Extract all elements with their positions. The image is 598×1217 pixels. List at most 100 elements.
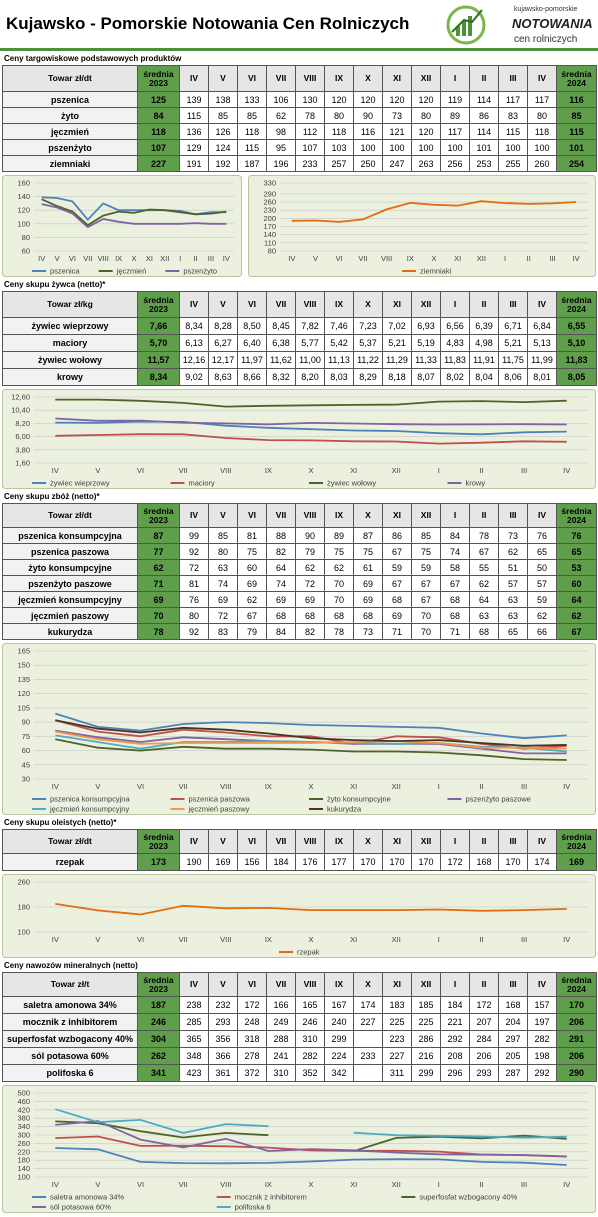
table-cell: 5,21 — [498, 334, 528, 352]
y-tick-label: 8,20 — [15, 419, 30, 428]
table-cell: 197 — [527, 1013, 557, 1031]
table-cell: 62 — [295, 559, 325, 576]
table-cell: 71 — [440, 623, 470, 640]
table-cell: 83 — [208, 623, 238, 640]
table-cell: kukurydza — [2, 623, 138, 640]
column-header: IX — [324, 291, 354, 318]
table-cell: 67 — [411, 575, 441, 592]
table-cell: 216 — [411, 1047, 441, 1065]
table-cell: 55 — [469, 559, 499, 576]
table-cell: 6,40 — [237, 334, 267, 352]
table-cell: 190 — [179, 853, 209, 871]
legend-label: krowy — [466, 479, 486, 488]
table-cell: 117 — [498, 91, 528, 108]
x-tick-label: I — [438, 935, 440, 944]
table-cell: 69 — [137, 591, 180, 608]
table-row: pszenżyto paszowe 71 81 74 69 74 72 70 69 67 67 67 6… — [2, 575, 597, 592]
table-cell: 8,02 — [440, 368, 470, 386]
x-tick-label: II — [527, 254, 531, 263]
table-cell: 8,29 — [353, 368, 383, 386]
table-cell: 78 — [137, 623, 180, 640]
table-cell: 120 — [324, 91, 354, 108]
table-cell: 11,62 — [266, 351, 296, 369]
x-tick-label: XII — [392, 782, 401, 791]
table-cell: 172 — [469, 996, 499, 1014]
x-tick-label: III — [521, 935, 527, 944]
column-header: VIII — [295, 972, 325, 997]
table-cell: 172 — [237, 996, 267, 1014]
x-tick-label: VI — [69, 254, 76, 263]
header-row: Towar zł/dt średnia 2023 IV V VI VII VIII IX X XI… — [2, 829, 597, 854]
column-header: średnia 2023 — [137, 503, 180, 528]
legend-label: polifoska 6 — [235, 1203, 271, 1212]
table-cell: 120 — [411, 91, 441, 108]
x-tick-label: II — [193, 254, 197, 263]
x-tick-label: VII — [179, 782, 188, 791]
table-cell: 11,00 — [295, 351, 325, 369]
table-cell: 85 — [411, 527, 441, 544]
table-cell: 172 — [440, 853, 470, 871]
table-cell: 241 — [266, 1047, 296, 1065]
column-header: VI — [237, 65, 267, 92]
table-cell: 69 — [237, 575, 267, 592]
table-cell: 318 — [237, 1030, 267, 1048]
table-cell: 82 — [266, 543, 296, 560]
table-cell: 310 — [266, 1064, 296, 1082]
table-cell: 74 — [266, 575, 296, 592]
series-line — [55, 420, 567, 436]
header-row: Towar zł/dt średnia 2023 IV V VI VII VIII IX X XI… — [2, 65, 597, 92]
table-cell: 8,20 — [295, 368, 325, 386]
table-cell: 293 — [208, 1013, 238, 1031]
table-cell: 5,10 — [556, 334, 597, 352]
column-header: VI — [237, 972, 267, 997]
table-cell: 85 — [556, 107, 597, 124]
table-cell: 71 — [382, 623, 412, 640]
chart-background — [2, 643, 596, 815]
table-cell: 85 — [237, 107, 267, 124]
table-cell: 246 — [295, 1013, 325, 1031]
table-cell: 204 — [498, 1013, 528, 1031]
table-cell: 233 — [295, 155, 325, 172]
table-cell: 4,98 — [469, 334, 499, 352]
table-cell: 117 — [440, 123, 470, 140]
column-header: XI — [382, 829, 412, 854]
table-cell: ziemniaki — [2, 155, 138, 172]
table-cell: 59 — [382, 559, 412, 576]
table-cell: 74 — [440, 543, 470, 560]
column-header: średnia 2023 — [137, 65, 180, 92]
x-tick-label: I — [438, 466, 440, 475]
table-cell: 206 — [469, 1047, 499, 1065]
table-cell: 8,34 — [179, 317, 209, 335]
table-cell: 72 — [295, 575, 325, 592]
table-cell: 341 — [137, 1064, 180, 1082]
column-header: I — [440, 972, 470, 997]
table-cell: 8,07 — [411, 368, 441, 386]
table-cell: 12,17 — [208, 351, 238, 369]
column-header: III — [498, 65, 528, 92]
table-cell: 114 — [469, 123, 499, 140]
table-cell: 256 — [440, 155, 470, 172]
x-tick-label: VIII — [98, 254, 109, 263]
table-cell: 250 — [353, 155, 383, 172]
table-cell: żyto konsumpcyjne — [2, 559, 138, 576]
table-cell: 85 — [208, 107, 238, 124]
table-row: superfosfat wzbogacony 40% 304 365 356 318 28… — [2, 1030, 597, 1048]
column-header: X — [353, 291, 383, 318]
table-cell: 262 — [137, 1047, 180, 1065]
table-cell: 62 — [527, 607, 557, 624]
column-header: X — [353, 503, 383, 528]
table-row: pszenica konsumpcyjna 87 99 85 81 88 90 89 87 86 8… — [2, 527, 597, 544]
x-tick-label: V — [55, 254, 60, 263]
x-tick-label: V — [95, 782, 100, 791]
column-header: VII — [266, 829, 296, 854]
column-header: VII — [266, 291, 296, 318]
table-cell: 157 — [527, 996, 557, 1014]
table-cell: 69 — [353, 575, 383, 592]
table-cell: 174 — [527, 853, 557, 871]
page-title: Kujawsko - Pomorskie Notowania Cen Rolni… — [6, 14, 410, 33]
chart-background — [2, 874, 596, 958]
x-tick-label: X — [308, 935, 313, 944]
